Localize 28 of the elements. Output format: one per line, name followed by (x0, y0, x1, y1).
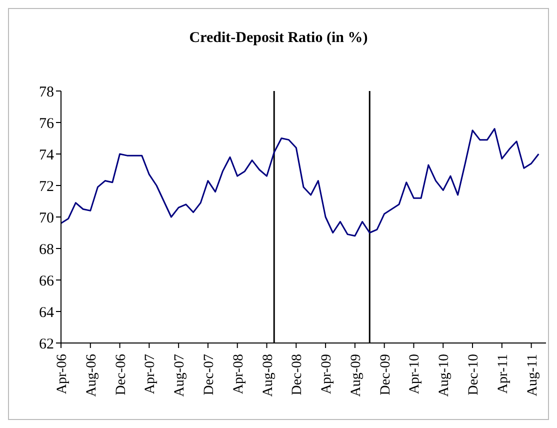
x-tick-label: Dec-09 (378, 354, 394, 396)
line-series (61, 128, 540, 237)
y-tick-label: 72 (39, 178, 54, 195)
x-tick-label: Apr-08 (231, 354, 246, 394)
x-tick-label: Dec-06 (114, 354, 129, 396)
x-tick-label: Dec-08 (290, 354, 306, 396)
x-tick-label: Apr-10 (408, 354, 423, 394)
y-tick-label: 68 (39, 242, 54, 258)
x-tick-label: Apr-09 (320, 354, 335, 394)
y-tick-label: 76 (39, 116, 54, 132)
y-tick-label: 70 (39, 210, 54, 226)
x-tick-label: Aug-07 (172, 354, 188, 397)
x-tick-label: Aug-10 (437, 354, 452, 397)
y-tick-label: 78 (39, 84, 54, 100)
x-tick-label: Aug-08 (260, 354, 276, 397)
x-tick-label: Aug-09 (348, 354, 364, 397)
y-tick-label: 64 (39, 304, 54, 321)
chart-title: Credit-Deposit Ratio (in %) (188, 30, 369, 47)
x-tick-label: Apr-07 (143, 354, 158, 394)
y-tick-label: 62 (39, 336, 54, 352)
y-tick-label: 74 (39, 147, 54, 164)
y-tick-label: 66 (39, 273, 54, 290)
x-tick-label: Apr-11 (496, 354, 511, 394)
x-tick-label: Aug-11 (525, 354, 540, 396)
x-tick-label: Dec-07 (202, 354, 217, 396)
x-tick-label: Dec-10 (466, 354, 482, 396)
x-tick-label: Aug-06 (84, 354, 100, 397)
x-tick-label: Apr-06 (55, 354, 70, 394)
